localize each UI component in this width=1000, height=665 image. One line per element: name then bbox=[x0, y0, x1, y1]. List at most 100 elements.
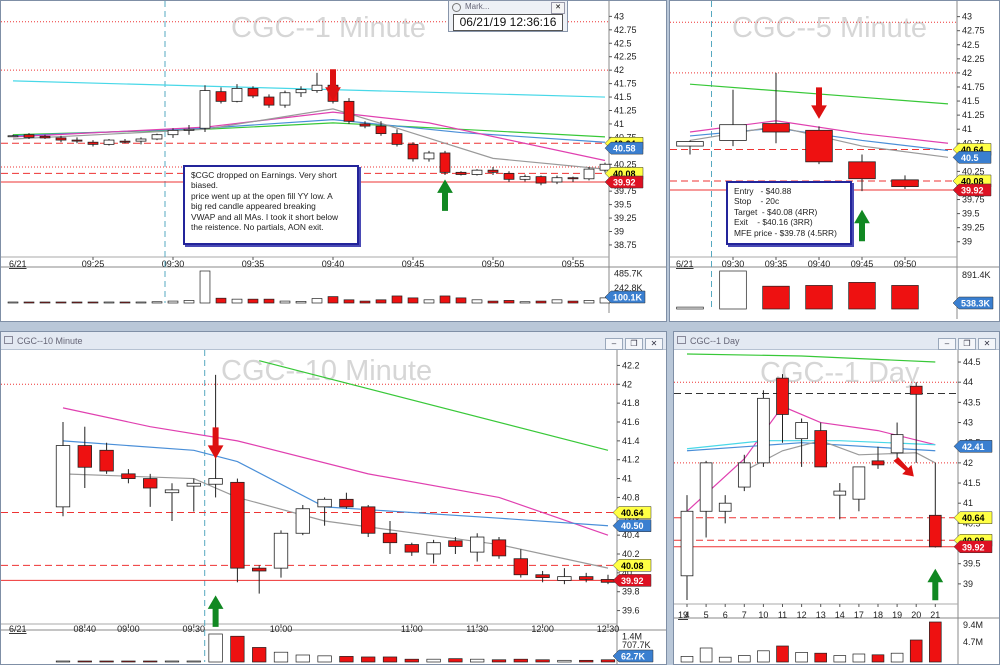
y-tick-label: 42 bbox=[614, 65, 624, 75]
window-titlebar[interactable]: CGC--1 Day – ❐ ✕ bbox=[674, 332, 999, 350]
price-tag-label: 39.92 bbox=[961, 185, 984, 195]
candle-body bbox=[557, 576, 572, 581]
y-tick-label: 43.5 bbox=[963, 397, 981, 407]
short-entry-arrow-icon bbox=[893, 457, 914, 477]
y-tick-label: 41.5 bbox=[962, 96, 980, 106]
candle-body bbox=[719, 124, 747, 141]
volume-bar bbox=[407, 297, 419, 304]
candle-body bbox=[247, 88, 259, 97]
y-tick-label: 41.25 bbox=[614, 105, 637, 115]
price-tag bbox=[612, 574, 652, 587]
volume-bar bbox=[795, 652, 808, 663]
volume-bar bbox=[567, 300, 579, 304]
close-button[interactable]: ✕ bbox=[978, 338, 996, 350]
minimize-button[interactable]: – bbox=[605, 338, 623, 350]
y-tick-label: 42.25 bbox=[962, 54, 985, 64]
volume-bar bbox=[909, 639, 923, 663]
volume-axis-label: 1.4M bbox=[622, 631, 642, 641]
candle-body bbox=[359, 123, 371, 127]
volume-bar bbox=[143, 660, 158, 663]
price-tag bbox=[612, 519, 652, 532]
market-clock-window[interactable]: Mark... ✕ 06/21/19 12:36:16 bbox=[448, 0, 568, 32]
y-tick-label: 39 bbox=[962, 237, 972, 247]
candle-body bbox=[676, 141, 704, 147]
volume-axis-label: 4.7M bbox=[963, 637, 983, 647]
x-tick-label: 12 bbox=[797, 610, 807, 620]
restore-button[interactable]: ❐ bbox=[958, 338, 976, 350]
candle-body bbox=[119, 140, 131, 143]
x-tick-label: 08:40 bbox=[74, 624, 97, 634]
volume-bar bbox=[343, 299, 355, 304]
chart-pane-5-minute: CGC--5 Minute 43 42.75 42.5 42.25 42 41.75 41.5… bbox=[669, 0, 1000, 322]
x-tick-label: 09:40 bbox=[808, 259, 831, 269]
volume-bar bbox=[439, 295, 451, 304]
volume-bar bbox=[470, 658, 485, 663]
chart-window-icon bbox=[677, 336, 686, 344]
candle-body bbox=[519, 176, 531, 180]
volume-bar bbox=[535, 300, 547, 304]
candle-body bbox=[295, 508, 310, 534]
volume-bar bbox=[776, 645, 789, 663]
moving-average-line bbox=[12, 111, 606, 162]
candle-body bbox=[852, 466, 866, 500]
moving-average-line bbox=[686, 405, 936, 512]
close-button[interactable]: ✕ bbox=[645, 338, 663, 350]
candle-body bbox=[699, 462, 713, 512]
y-tick-label: 41.25 bbox=[962, 110, 985, 120]
note-line: Entry - $40.88 bbox=[734, 186, 792, 196]
x-tick-label: 09:35 bbox=[765, 259, 788, 269]
volume-bar bbox=[535, 659, 550, 663]
volume-bar bbox=[39, 301, 51, 304]
volume-bar bbox=[448, 658, 463, 663]
note-line: biased. bbox=[191, 180, 219, 191]
moving-average-line bbox=[12, 108, 606, 170]
candle-body bbox=[143, 478, 158, 489]
moving-average-line bbox=[62, 407, 609, 536]
candle-body bbox=[382, 532, 398, 544]
minimize-button[interactable]: – bbox=[938, 338, 956, 350]
y-tick-label: 41.8 bbox=[622, 398, 640, 408]
y-tick-label: 42.5 bbox=[962, 40, 980, 50]
candle-body bbox=[135, 138, 147, 142]
date-label: 6/21 bbox=[9, 259, 27, 269]
candle-body bbox=[23, 134, 35, 138]
y-tick-label: 42 bbox=[963, 458, 973, 468]
y-tick-label: 41 bbox=[962, 124, 972, 134]
restore-button[interactable]: ❐ bbox=[625, 338, 643, 350]
close-button[interactable]: ✕ bbox=[551, 2, 565, 14]
y-tick-label: 42.75 bbox=[962, 26, 985, 36]
price-tag-label: 40.64 bbox=[621, 508, 644, 518]
candle-body bbox=[103, 139, 115, 145]
price-tag-label: 40.64 bbox=[961, 145, 984, 155]
candle-body bbox=[99, 449, 114, 472]
volume-bar bbox=[339, 656, 354, 663]
window-titlebar[interactable]: CGC--10 Minute – ❐ ✕ bbox=[1, 332, 666, 350]
candle-body bbox=[718, 502, 732, 512]
volume-current-label: 100.1K bbox=[613, 293, 643, 303]
trade-note-5-minute: Entry - $40.88 Stop - 20c Target - $40.0… bbox=[726, 181, 852, 245]
candle-body bbox=[795, 422, 808, 440]
volume-bar bbox=[215, 297, 227, 304]
candle-body bbox=[535, 176, 547, 184]
candle-body bbox=[263, 96, 275, 106]
candle-body bbox=[513, 558, 528, 576]
price-tag-label: 40.64 bbox=[962, 513, 985, 523]
note-line: VWAP and all MAs. I took it short below bbox=[191, 211, 339, 222]
volume-bar bbox=[738, 655, 751, 663]
price-tag bbox=[953, 540, 993, 554]
candle-body bbox=[391, 133, 403, 145]
candle-body bbox=[71, 139, 83, 142]
volume-bar bbox=[55, 301, 67, 304]
y-tick-label: 41.5 bbox=[963, 478, 981, 488]
candle-body bbox=[805, 129, 833, 163]
volume-bar bbox=[890, 652, 904, 663]
x-tick-label: 19 bbox=[892, 610, 902, 620]
short-entry-arrow-icon bbox=[207, 427, 224, 459]
volume-axis-label: 242.8K bbox=[614, 283, 643, 293]
price-tag bbox=[604, 141, 644, 155]
volume-bar bbox=[103, 301, 115, 304]
y-tick-label: 39.5 bbox=[614, 200, 632, 210]
price-tag bbox=[952, 183, 992, 197]
candle-body bbox=[848, 161, 876, 180]
price-tag bbox=[953, 440, 993, 453]
